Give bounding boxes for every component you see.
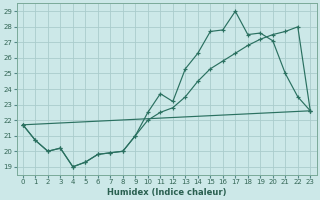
X-axis label: Humidex (Indice chaleur): Humidex (Indice chaleur) <box>107 188 226 197</box>
